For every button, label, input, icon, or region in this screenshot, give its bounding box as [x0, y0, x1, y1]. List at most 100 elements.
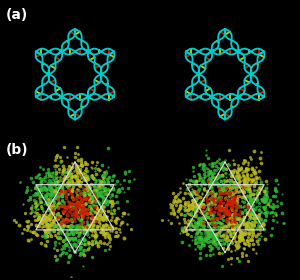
Point: [213, 237, 218, 241]
Point: [98, 193, 103, 198]
Point: [108, 183, 113, 187]
Point: [228, 222, 233, 227]
Point: [95, 194, 100, 199]
Point: [235, 184, 240, 189]
Point: [58, 160, 62, 164]
Point: [274, 213, 278, 218]
Point: [79, 245, 84, 249]
Point: [207, 183, 212, 187]
Point: [155, 207, 160, 211]
Point: [254, 216, 259, 220]
Point: [243, 182, 248, 187]
Point: [37, 193, 42, 198]
Point: [73, 174, 78, 179]
Point: [122, 236, 126, 241]
Point: [234, 208, 239, 212]
Point: [227, 215, 232, 220]
Point: [68, 176, 73, 181]
Point: [199, 237, 203, 241]
Point: [72, 242, 76, 247]
Point: [88, 186, 93, 190]
Point: [258, 187, 263, 192]
Point: [210, 196, 215, 200]
Point: [173, 203, 178, 207]
Point: [184, 176, 188, 181]
Point: [213, 195, 218, 199]
Point: [224, 171, 229, 175]
Point: [77, 225, 82, 230]
Point: [96, 213, 101, 218]
Point: [207, 230, 212, 235]
Point: [31, 180, 35, 184]
Point: [67, 236, 72, 241]
Point: [60, 209, 65, 213]
Point: [114, 190, 119, 195]
Point: [68, 253, 72, 258]
Point: [83, 178, 88, 183]
Point: [75, 248, 80, 252]
Point: [240, 185, 245, 189]
Point: [68, 201, 72, 206]
Point: [73, 161, 78, 165]
Point: [87, 225, 92, 230]
Point: [200, 237, 204, 242]
Point: [231, 170, 236, 174]
Point: [200, 204, 205, 209]
Point: [91, 188, 96, 192]
Point: [78, 176, 83, 180]
Point: [72, 229, 77, 234]
Point: [87, 223, 92, 228]
Point: [218, 195, 223, 199]
Point: [63, 242, 68, 247]
Point: [72, 155, 77, 160]
Point: [101, 228, 106, 232]
Point: [91, 194, 96, 199]
Point: [214, 241, 219, 246]
Point: [230, 173, 234, 178]
Point: [62, 205, 67, 210]
Point: [263, 202, 268, 207]
Point: [255, 225, 260, 230]
Point: [69, 235, 74, 240]
Point: [82, 212, 86, 216]
Point: [71, 210, 76, 214]
Point: [93, 218, 98, 223]
Point: [225, 203, 230, 207]
Point: [87, 235, 92, 239]
Point: [213, 168, 218, 172]
Point: [57, 253, 62, 258]
Point: [257, 174, 262, 179]
Point: [68, 178, 72, 182]
Point: [243, 196, 248, 201]
Point: [62, 167, 67, 171]
Point: [46, 217, 51, 221]
Point: [242, 222, 246, 226]
Point: [194, 204, 198, 209]
Point: [93, 205, 98, 209]
Point: [240, 199, 244, 203]
Point: [206, 210, 211, 214]
Point: [94, 243, 99, 248]
Point: [230, 241, 234, 245]
Point: [239, 235, 244, 240]
Point: [75, 170, 80, 175]
Point: [247, 154, 252, 159]
Point: [192, 227, 197, 232]
Point: [25, 198, 30, 202]
Point: [64, 242, 69, 247]
Point: [210, 216, 215, 220]
Point: [53, 240, 58, 244]
Point: [224, 196, 229, 200]
Point: [223, 239, 228, 244]
Point: [227, 201, 232, 206]
Point: [69, 226, 74, 231]
Point: [197, 177, 202, 182]
Point: [77, 191, 82, 195]
Point: [230, 193, 234, 197]
Point: [28, 237, 33, 241]
Point: [229, 255, 233, 260]
Point: [56, 234, 61, 239]
Point: [42, 217, 46, 221]
Point: [218, 187, 223, 192]
Point: [102, 212, 107, 217]
